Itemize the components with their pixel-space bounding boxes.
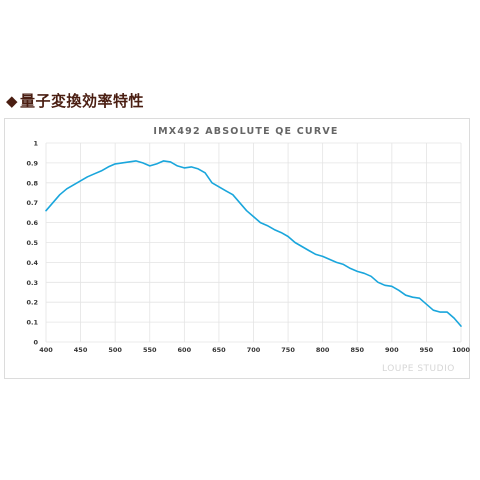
y-tick-label: 0.5 bbox=[26, 239, 38, 247]
watermark-logo: LOUPE STUDIO bbox=[382, 364, 455, 374]
x-tick-label: 500 bbox=[108, 346, 122, 354]
x-tick-label: 900 bbox=[385, 346, 399, 354]
x-tick-label: 750 bbox=[281, 346, 295, 354]
y-tick-label: 0.4 bbox=[26, 259, 38, 267]
y-tick-label: 0.7 bbox=[26, 199, 38, 207]
y-tick-label: 0 bbox=[33, 339, 38, 347]
x-tick-label: 800 bbox=[316, 346, 330, 354]
grid-lines bbox=[45, 142, 462, 343]
x-tick-label: 450 bbox=[74, 346, 88, 354]
y-tick-label: 0.8 bbox=[26, 179, 38, 187]
x-tick-label: 950 bbox=[420, 346, 434, 354]
y-tick-label: 0.1 bbox=[26, 319, 38, 327]
x-tick-label: 600 bbox=[178, 346, 192, 354]
y-tick-label: 1 bbox=[33, 140, 38, 148]
y-tick-label: 0.6 bbox=[26, 219, 38, 227]
x-tick-label: 1000 bbox=[452, 346, 471, 354]
chart-title: IMX492 ABSOLUTE QE CURVE bbox=[153, 126, 338, 137]
y-tick-label: 0.2 bbox=[26, 299, 38, 307]
x-axis-ticks: 400 450 500 550 600 650 700 750 800 850 900 950 1000 bbox=[39, 346, 470, 354]
chart-panel bbox=[4, 118, 470, 379]
y-tick-label: 0.9 bbox=[26, 159, 38, 167]
x-tick-label: 400 bbox=[39, 346, 53, 354]
section-heading-text: 量子変換効率特性 bbox=[20, 92, 145, 110]
x-tick-label: 850 bbox=[350, 346, 364, 354]
x-tick-label: 700 bbox=[247, 346, 261, 354]
x-tick-label: 550 bbox=[143, 346, 157, 354]
diamond-icon: ◆ bbox=[6, 92, 19, 110]
x-tick-label: 650 bbox=[212, 346, 226, 354]
series-layer bbox=[45, 160, 462, 327]
section-heading: ◆ 量子変換効率特性 bbox=[6, 90, 144, 111]
y-axis-ticks: 0 0.1 0.2 0.3 0.4 0.5 0.6 0.7 0.8 0.9 1 bbox=[26, 140, 38, 347]
qe-series-line bbox=[45, 160, 462, 327]
y-tick-label: 0.3 bbox=[26, 279, 38, 287]
